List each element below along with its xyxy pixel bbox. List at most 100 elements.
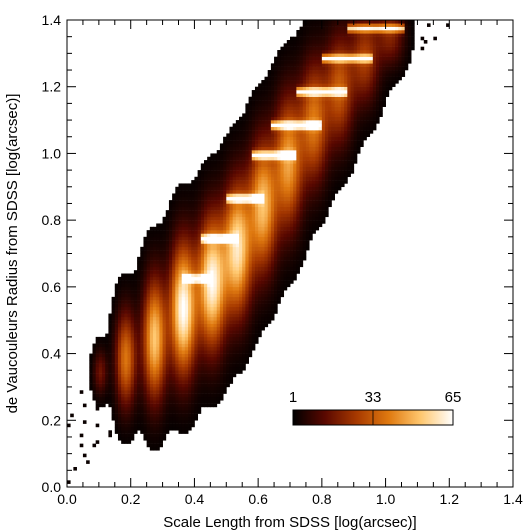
heatmap-cell (245, 346, 249, 351)
heatmap-cell (105, 346, 109, 351)
heatmap-cell (111, 306, 116, 311)
heatmap-cell (175, 370, 179, 374)
heatmap-cell (213, 326, 218, 331)
heatmap-cell (191, 263, 195, 268)
heatmap-cell (153, 336, 157, 341)
heatmap-cell (239, 323, 243, 328)
heatmap-cell (149, 316, 154, 321)
heatmap-cell (296, 210, 300, 214)
heatmap-cell (242, 156, 246, 161)
heatmap-cell (149, 300, 154, 304)
heatmap-cell (184, 336, 189, 341)
heatmap-cell (178, 336, 183, 341)
heatmap-cell (328, 73, 332, 77)
heatmap-cell (181, 430, 186, 434)
heatmap-cell (290, 203, 294, 208)
heatmap-cell (232, 283, 237, 288)
heatmap-cell (223, 180, 227, 184)
heatmap-cell (140, 293, 144, 298)
heatmap-cell (184, 210, 189, 214)
heatmap-cell (114, 376, 119, 381)
heatmap-cell (117, 280, 122, 284)
heatmap-cell (181, 406, 186, 411)
heatmap-cell (267, 180, 272, 184)
heatmap-cell (188, 193, 192, 198)
heatmap-cell (283, 56, 288, 61)
heatmap-cell (286, 130, 291, 134)
heatmap-cell (242, 180, 246, 184)
heatmap-cell (188, 376, 192, 381)
heatmap-cell (312, 210, 316, 214)
heatmap-cell (277, 80, 281, 84)
heatmap-cell (309, 106, 313, 111)
heatmap-cell (239, 120, 243, 124)
heatmap-cell (216, 170, 221, 174)
heatmap-cell (229, 283, 234, 288)
heatmap-cell (98, 370, 103, 374)
heatmap-cell (325, 190, 329, 194)
heatmap-cell (328, 63, 332, 67)
heatmap-cell (309, 76, 313, 81)
heatmap-cell (149, 390, 154, 394)
heatmap-cell (108, 376, 112, 381)
heatmap-cell (239, 190, 243, 194)
heatmap-cell (114, 336, 119, 341)
heatmap-cell (223, 250, 227, 254)
heatmap-cell (251, 160, 256, 164)
heatmap-cell (194, 220, 199, 224)
heatmap-cell (197, 306, 202, 311)
heatmap-cell (290, 220, 294, 224)
heatmap-cell (226, 343, 230, 348)
heatmap-cell (146, 310, 151, 314)
heatmap-cell (162, 290, 167, 294)
heatmap-cell (200, 276, 205, 281)
heatmap-cell (168, 343, 173, 348)
heatmap-cell (251, 310, 256, 314)
heatmap-cell (299, 263, 304, 268)
heatmap-cell (149, 226, 154, 231)
heatmap-cell (89, 370, 93, 374)
heatmap-cell (239, 360, 243, 364)
heatmap-cell (280, 160, 285, 164)
heatmap-cell (203, 316, 208, 321)
heatmap-cell (184, 253, 189, 258)
heatmap-cell (200, 323, 205, 328)
heatmap-cell (270, 176, 275, 181)
heatmap-cell (200, 283, 205, 288)
heatmap-cell (242, 273, 246, 278)
heatmap-cell (232, 320, 237, 324)
heatmap-cell (184, 260, 189, 264)
heatmap-cell (254, 126, 259, 131)
heatmap-cell (168, 363, 173, 368)
heatmap-cell (242, 233, 246, 238)
heatmap-cell (149, 386, 154, 391)
heatmap-cell (200, 260, 205, 264)
heatmap-cell (305, 50, 310, 54)
heatmap-cell (165, 420, 170, 424)
heatmap-cell (188, 270, 192, 274)
heatmap-cell (146, 293, 151, 298)
heatmap-cell (239, 166, 243, 171)
heatmap-cell (159, 313, 163, 318)
heatmap-cell (261, 123, 265, 127)
heatmap-cell (293, 136, 297, 141)
heatmap-cell (290, 133, 294, 137)
heatmap-cell (242, 160, 246, 164)
heatmap-cell (331, 180, 335, 184)
heatmap-cell (305, 46, 310, 51)
heatmap-cell (143, 383, 148, 388)
heatmap-cell (334, 153, 339, 158)
heatmap-cell (245, 150, 249, 154)
heatmap-cell (299, 203, 304, 208)
heatmap-cell (226, 376, 230, 381)
heatmap-cell (95, 363, 100, 368)
heatmap-cell (264, 113, 269, 117)
heatmap-cell (248, 160, 253, 164)
heatmap-cell (207, 190, 211, 194)
heatmap-cell (203, 210, 208, 214)
heatmap-cell (200, 270, 205, 274)
heatmap-cell (213, 223, 218, 228)
heatmap-cell (293, 216, 297, 221)
heatmap-cell (149, 313, 154, 318)
heatmap-cell (293, 250, 297, 254)
